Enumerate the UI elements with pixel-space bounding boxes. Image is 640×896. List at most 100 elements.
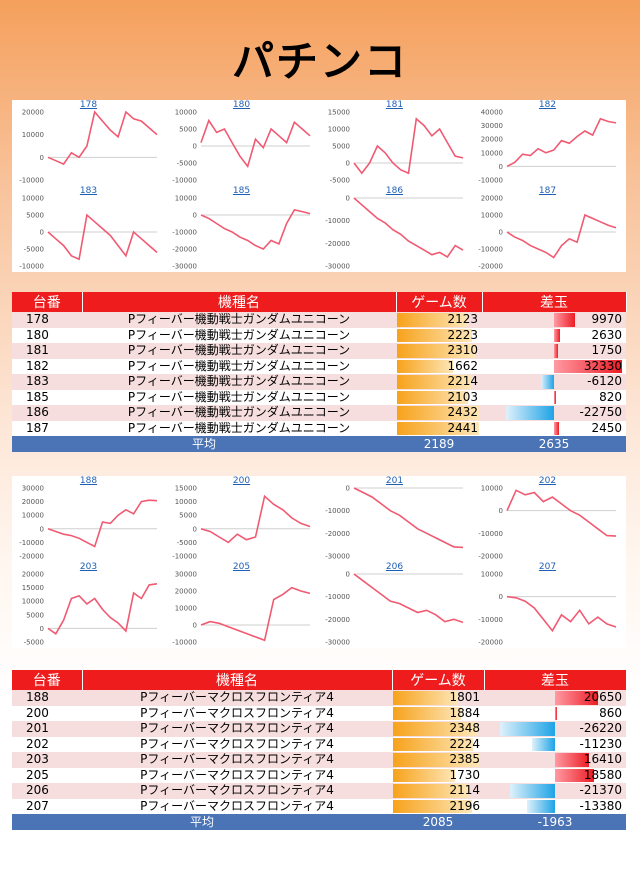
y-tick-label: 10000 — [175, 498, 197, 506]
page-title: パチンコ — [231, 37, 408, 86]
y-tick-label: 30000 — [22, 485, 44, 493]
y-tick-label: 10000 — [22, 131, 44, 139]
line-chart-186: 186 0 -10000 -20000 -30000 — [318, 186, 471, 272]
y-tick-label: -20000 — [478, 553, 503, 561]
y-tick-label: -10000 — [172, 229, 197, 237]
series-line — [200, 208, 311, 250]
machine-number: 203 — [12, 752, 82, 768]
line-chart-201: 201 0 -10000 -20000 -30000 — [318, 476, 471, 562]
game-count-bar — [397, 421, 479, 435]
chart-svg: 20000 15000 10000 5000 0 -5000 — [22, 571, 158, 647]
y-tick-label: 20000 — [22, 571, 44, 579]
chart-title: 185 — [232, 186, 251, 196]
model-name: Pフィーバー機動戦士ガンダムユニコーン — [82, 358, 396, 374]
header-games: ゲーム数 — [392, 670, 485, 690]
y-tick-label: -10000 — [19, 263, 44, 271]
series-line — [47, 213, 158, 261]
ball-difference: 16410 — [484, 752, 626, 768]
model-name: Pフィーバーマクロスフロンティア4 — [82, 798, 392, 814]
series-line — [506, 595, 617, 633]
y-tick-label: -20000 — [172, 246, 197, 254]
model-name: Pフィーバーマクロスフロンティア4 — [82, 736, 392, 752]
game-count-bar — [397, 390, 468, 404]
y-tick-label: 20000 — [22, 498, 44, 506]
y-tick-label: 0 — [193, 525, 197, 533]
machine-number: 182 — [12, 358, 82, 374]
game-count-bar — [393, 737, 473, 751]
chart-title: 201 — [385, 476, 404, 486]
chart-title: 187 — [538, 186, 557, 196]
y-tick-label: -10000 — [478, 530, 503, 538]
line-chart-202: 202 10000 0 -10000 -20000 — [471, 476, 624, 562]
ball-difference: 2630 — [482, 327, 626, 343]
chart-title: 205 — [232, 562, 251, 572]
average-label: 平均 — [12, 814, 392, 830]
y-tick-label: 0 — [193, 622, 197, 630]
line-chart-203: 203 20000 15000 10000 5000 0 -5000 — [12, 562, 165, 648]
y-tick-label: 10000 — [175, 605, 197, 613]
y-tick-label: 10000 — [22, 195, 44, 203]
game-count: 2348 — [392, 721, 484, 737]
chart-svg: 10000 0 -10000 -20000 — [478, 571, 617, 647]
game-count: 2103 — [396, 389, 482, 405]
series-line — [506, 117, 617, 168]
y-tick-label: -5000 — [24, 639, 44, 647]
ball-difference: 9970 — [482, 312, 626, 328]
header-model: 機種名 — [82, 670, 393, 690]
y-tick-label: -20000 — [325, 240, 350, 248]
y-tick-label: 0 — [40, 154, 44, 162]
y-tick-label: -10000 — [19, 539, 44, 547]
game-count-bar — [393, 706, 461, 720]
chart-title: 182 — [538, 100, 557, 110]
chart-title: 200 — [232, 476, 251, 486]
model-name: Pフィーバーマクロスフロンティア4 — [82, 752, 392, 768]
line-chart-205: 205 30000 20000 10000 0 -10000 — [165, 562, 318, 648]
y-tick-label: 0 — [499, 507, 503, 515]
y-tick-label: -5000 — [24, 246, 44, 254]
game-count: 1730 — [392, 767, 484, 783]
y-tick-label: 0 — [40, 625, 44, 633]
y-tick-label: -10000 — [19, 177, 44, 185]
average-row: 平均 2189 2635 — [12, 436, 626, 452]
y-tick-label: 0 — [40, 229, 44, 237]
chart-svg: 15000 10000 5000 0 -5000 — [328, 109, 464, 185]
ball-difference-bar — [541, 375, 554, 389]
game-count: 2123 — [396, 312, 482, 328]
header-diff: 差玉 — [484, 670, 627, 690]
y-tick-label: -30000 — [325, 553, 350, 561]
series-line — [47, 583, 158, 635]
game-count-bar — [397, 359, 453, 373]
table-row: 180 Pフィーバー機動戦士ガンダムユニコーン 2223 2630 — [12, 327, 626, 343]
series-line — [506, 489, 617, 537]
ball-difference: 860 — [484, 705, 626, 721]
chart-title: 203 — [79, 562, 98, 572]
ball-difference-bar — [506, 406, 554, 420]
y-tick-label: 0 — [346, 195, 350, 203]
game-count: 2196 — [392, 798, 484, 814]
ball-difference-bar — [554, 359, 622, 373]
series-line — [200, 118, 311, 169]
machine-number: 207 — [12, 798, 82, 814]
table-row: 185 Pフィーバー機動戦士ガンダムユニコーン 2103 820 — [12, 389, 626, 405]
ball-difference-bar — [555, 768, 594, 782]
game-count-bar — [397, 375, 471, 389]
line-chart-178: 178 20000 10000 0 -10000 — [12, 100, 165, 186]
table-row: 207 Pフィーバーマクロスフロンティア4 2196 -13380 — [12, 798, 626, 814]
line-chart-187: 187 20000 10000 0 -10000 -20000 — [471, 186, 624, 272]
y-tick-label: 10000 — [481, 485, 503, 493]
machine-number: 202 — [12, 736, 82, 752]
machine-number: 180 — [12, 327, 82, 343]
series-line — [200, 494, 311, 544]
y-tick-label: 0 — [40, 525, 44, 533]
y-tick-label: 5000 — [26, 611, 44, 619]
model-name: Pフィーバー機動戦士ガンダムユニコーン — [82, 327, 396, 343]
ball-difference-bar — [510, 784, 555, 798]
y-tick-label: 10000 — [328, 126, 350, 134]
game-count-bar — [393, 691, 458, 705]
y-tick-label: 10000 — [175, 109, 197, 117]
chart-svg: 10000 5000 0 -5000 -10000 — [19, 195, 158, 271]
ball-difference: -6120 — [482, 374, 626, 390]
ball-difference-bar — [527, 799, 555, 813]
machine-number: 188 — [12, 690, 82, 706]
y-tick-label: 15000 — [22, 584, 44, 592]
